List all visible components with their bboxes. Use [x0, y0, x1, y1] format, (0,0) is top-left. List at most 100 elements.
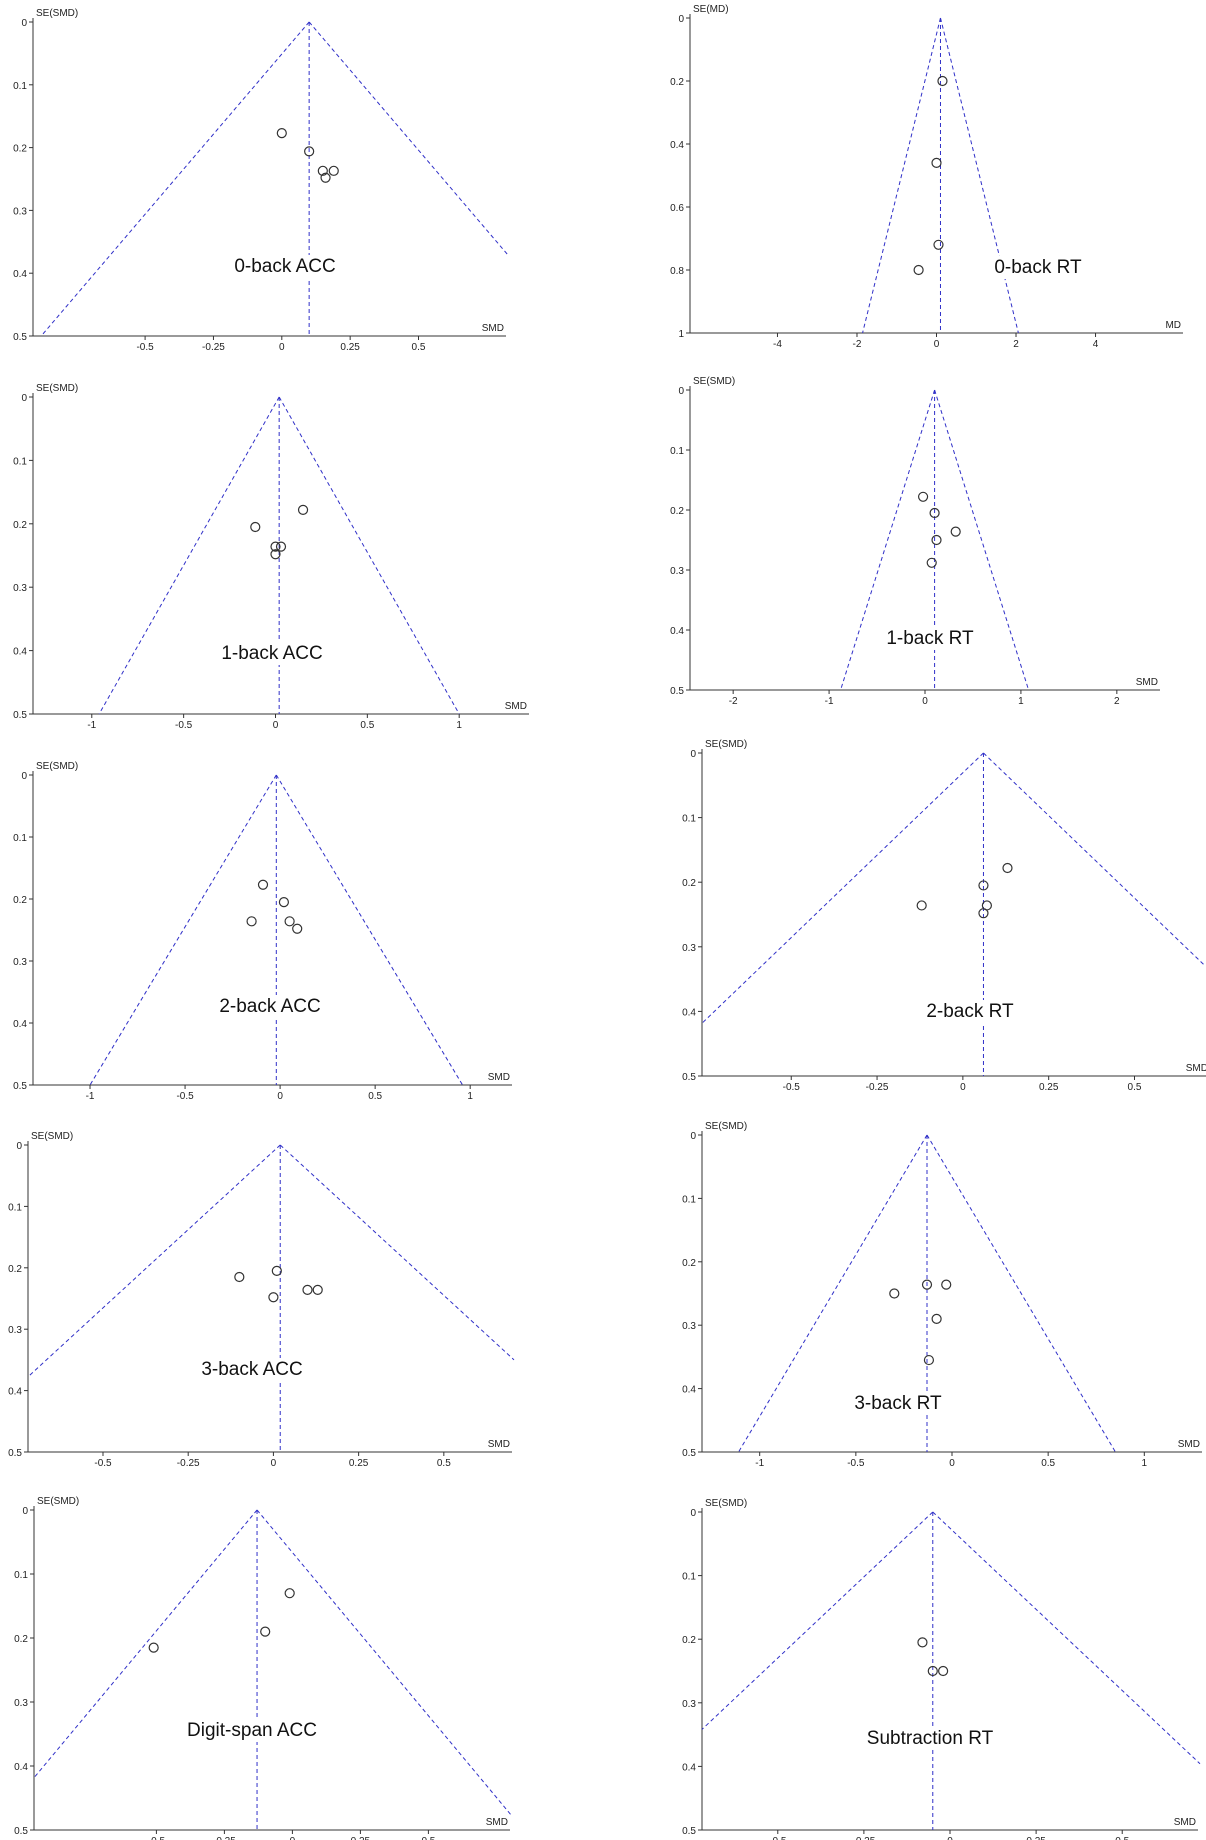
y-tick-label: 0.1 — [682, 814, 696, 825]
study-point — [302, 1284, 313, 1296]
funnel-plot-8: 0 0.1 0.2 0.3 0.4 0.5 -0.5 -0.25 0 0.25 0.5 SE(SMD)… — [14, 1496, 513, 1840]
y-tick-label: 0 — [21, 771, 27, 782]
panel-label: 2-back RT — [926, 1001, 1014, 1022]
panel-label-background — [184, 1719, 320, 1742]
x-tick-label: -0.25 — [852, 1836, 875, 1840]
panel-label: 2-back ACC — [219, 996, 320, 1017]
y-tick-label: 0.2 — [682, 1635, 696, 1646]
x-tick-label: 0.5 — [368, 1091, 382, 1102]
funnel-left-line — [738, 1134, 928, 1453]
study-point — [271, 1265, 282, 1276]
y-tick-label: 0.2 — [14, 1634, 28, 1645]
x-axis-label: SMD — [488, 1072, 510, 1083]
funnel-left-line — [840, 389, 936, 691]
y-tick-label: 0.3 — [682, 1699, 696, 1710]
y-axis-label: SE(SMD) — [37, 1496, 79, 1507]
y-tick-label: 0 — [16, 1141, 22, 1152]
y-tick-label: 0.2 — [670, 77, 684, 88]
y-axis-label: SE(SMD) — [36, 761, 78, 772]
y-tick-label: 0.1 — [682, 1194, 696, 1205]
funnel-right-line — [926, 1134, 1116, 1453]
panel-label-background — [923, 1000, 1018, 1023]
x-tick-label: 1 — [456, 720, 462, 731]
x-tick-label: -0.5 — [783, 1082, 801, 1093]
y-tick-label: 0.3 — [682, 1321, 696, 1332]
y-tick-label: 0.6 — [670, 203, 684, 214]
study-point — [250, 521, 261, 533]
x-tick-label: -0.25 — [213, 1836, 236, 1840]
y-tick-label: 0.8 — [670, 266, 684, 277]
panel-label-background — [231, 255, 339, 278]
x-tick-label: 0 — [277, 1091, 283, 1102]
study-point — [275, 541, 287, 552]
y-tick-label: 0.4 — [682, 1385, 696, 1396]
study-point — [276, 128, 287, 139]
funnel-left-line — [701, 1511, 934, 1730]
y-tick-label: 0.4 — [682, 1762, 696, 1773]
y-tick-label: 0.5 — [682, 1448, 696, 1459]
funnel-right-line — [934, 389, 1030, 691]
study-point — [916, 900, 927, 911]
y-axis-label: SE(SMD) — [693, 376, 735, 387]
x-tick-label: 0.5 — [437, 1458, 451, 1469]
x-tick-label: 0.5 — [1128, 1082, 1142, 1093]
y-tick-label: 0.4 — [670, 626, 684, 637]
y-tick-label: 0 — [690, 1131, 696, 1142]
x-axis-label: MD — [1165, 320, 1181, 331]
funnel-plot-3: 0 0.1 0.2 0.3 0.4 0.5 -2 -1 0 1 2 SE(SMD) SMD 1-back … — [670, 376, 1160, 707]
funnel-plot-2: 0 0.1 0.2 0.3 0.4 0.5 -1 -0.5 0 0.5 1 SE(SMD) SMD 1-b… — [13, 383, 529, 731]
study-point — [260, 1626, 271, 1637]
x-tick-label: 0 — [290, 1836, 296, 1840]
study-point — [234, 1271, 245, 1283]
y-tick-label: 0.4 — [8, 1387, 22, 1398]
x-tick-label: 2 — [1114, 696, 1120, 707]
x-tick-label: 0 — [922, 696, 928, 707]
x-tick-label: 0 — [949, 1458, 955, 1469]
y-tick-label: 0.2 — [13, 895, 27, 906]
funnel-right-line — [308, 21, 509, 256]
study-point — [284, 1588, 295, 1599]
study-point — [950, 526, 961, 537]
x-tick-label: 0 — [960, 1082, 966, 1093]
study-point — [328, 165, 339, 176]
x-axis-label: SMD — [482, 323, 504, 334]
study-point — [917, 1637, 928, 1648]
y-tick-label: 0.4 — [13, 269, 27, 280]
funnel-plot-5: 0 0.1 0.2 0.3 0.4 0.5 -0.5 -0.25 0 0.25 0.5 SE(SMD)… — [682, 739, 1206, 1093]
y-tick-label: 0.2 — [670, 506, 684, 517]
funnel-right-line — [256, 1509, 513, 1817]
study-point — [941, 1279, 952, 1290]
y-tick-label: 0.5 — [13, 710, 27, 721]
y-tick-label: 0.5 — [8, 1448, 22, 1459]
x-tick-label: -1 — [87, 720, 96, 731]
panel-label: 1-back ACC — [221, 643, 322, 664]
x-tick-label: -0.5 — [148, 1836, 166, 1840]
y-tick-label: 0.3 — [13, 206, 27, 217]
y-tick-label: 0.5 — [682, 1826, 696, 1837]
y-tick-label: 0.2 — [8, 1264, 22, 1275]
x-tick-label: -0.25 — [866, 1082, 889, 1093]
x-tick-label: -0.5 — [769, 1836, 787, 1840]
y-tick-label: 0 — [678, 386, 684, 397]
study-point — [913, 264, 924, 276]
funnel-right-line — [983, 752, 1205, 966]
funnel-plot-9: 0 0.1 0.2 0.3 0.4 0.5 -0.5 -0.25 0 0.25 0.5 SE(SMD)… — [682, 1498, 1201, 1840]
x-tick-label: 0 — [271, 1458, 277, 1469]
y-tick-label: 0 — [690, 1508, 696, 1519]
study-point — [929, 507, 940, 519]
study-point — [304, 146, 315, 157]
panel-label: 1-back RT — [886, 628, 974, 649]
x-tick-label: -0.5 — [94, 1458, 112, 1469]
x-tick-label: -0.5 — [176, 1091, 194, 1102]
study-point — [284, 916, 295, 927]
y-tick-label: 0.4 — [13, 647, 27, 658]
x-tick-label: -1 — [825, 696, 834, 707]
x-tick-label: 0.5 — [412, 342, 426, 353]
x-tick-label: -4 — [773, 339, 782, 350]
y-tick-label: 0.3 — [670, 566, 684, 577]
x-tick-label: 0.25 — [351, 1836, 371, 1840]
y-tick-label: 0.3 — [8, 1325, 22, 1336]
x-tick-label: 0 — [947, 1836, 953, 1840]
panel-label-background — [851, 1392, 946, 1415]
